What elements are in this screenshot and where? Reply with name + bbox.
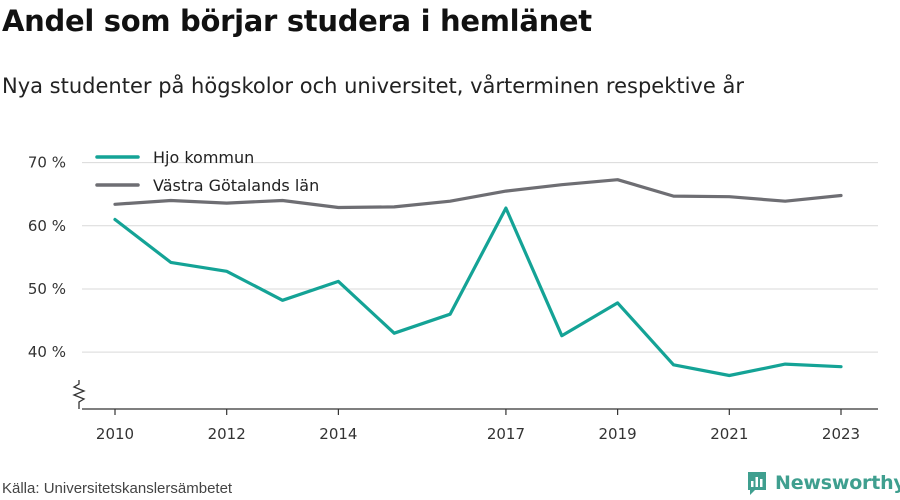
axis-break-icon xyxy=(72,380,86,409)
y-tick-label: 60 % xyxy=(28,217,66,235)
x-tick-label: 2014 xyxy=(319,425,357,443)
axes: 40 % 50 % 60 % 70 % 2010 2012 2014 2017 2019 2021… xyxy=(28,154,878,443)
series-lines xyxy=(113,178,843,378)
bar-chart-logo-icon xyxy=(748,472,766,495)
x-tick-label: 2012 xyxy=(208,425,246,443)
series-line-hjo-kommun xyxy=(113,206,843,378)
y-tick-label: 70 % xyxy=(28,154,66,172)
x-tick-label: 2021 xyxy=(710,425,748,443)
series-line-vastra-gotalands-lan xyxy=(113,178,843,210)
x-tick-label: 2010 xyxy=(96,425,134,443)
chart-subtitle: Nya studenter på högskolor och universit… xyxy=(2,74,744,98)
legend: Hjo kommun Västra Götalands län xyxy=(95,148,319,195)
x-tick-label: 2017 xyxy=(487,425,525,443)
gridlines xyxy=(82,162,878,353)
chart-title: Andel som börjar studera i hemlänet xyxy=(2,4,592,38)
line-chart: 40 % 50 % 60 % 70 % 2010 2012 2014 2017 2019 2021… xyxy=(28,148,878,443)
brand-name: Newsworthy xyxy=(775,472,900,494)
x-tick-label: 2023 xyxy=(822,425,860,443)
y-tick-label: 50 % xyxy=(28,280,66,298)
source-note: Källa: Universitetskanslersämbetet xyxy=(2,480,233,497)
legend-label: Västra Götalands län xyxy=(153,176,319,195)
legend-label: Hjo kommun xyxy=(153,148,254,167)
x-tick-label: 2019 xyxy=(599,425,637,443)
y-tick-label: 40 % xyxy=(28,343,66,361)
brand-logo: Newsworthy xyxy=(746,469,900,497)
